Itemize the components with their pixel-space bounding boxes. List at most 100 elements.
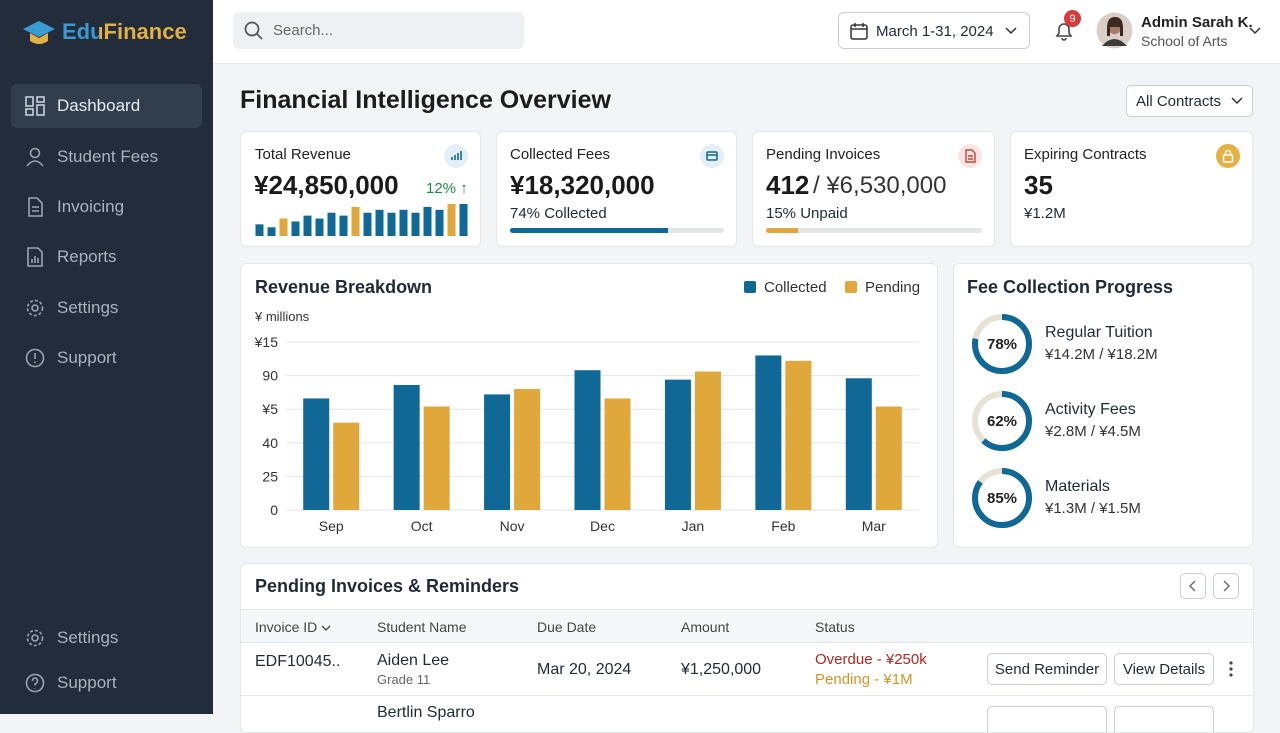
kpi-icon	[700, 144, 724, 168]
bar	[333, 422, 360, 510]
nav-item[interactable]: Reports	[11, 235, 202, 279]
kpi-icon	[444, 144, 468, 168]
nav-label: Dashboard	[57, 96, 141, 115]
cell: Mar 20, 2024	[537, 661, 632, 678]
prev-page[interactable]	[1180, 573, 1206, 599]
row-divider	[241, 695, 1253, 696]
chart-title: Revenue Breakdown	[255, 277, 432, 297]
y-tick-label: 40	[262, 435, 278, 451]
cell: Aiden Lee	[377, 652, 450, 669]
x-tick-label: Oct	[411, 518, 433, 534]
bar	[755, 355, 782, 510]
y-tick-label: 90	[262, 368, 278, 384]
send-reminder-button[interactable]	[987, 706, 1107, 732]
nav-label: Reports	[57, 247, 117, 266]
fee-card: Fee Collection Progress 78% Regular Tuiti…	[953, 263, 1253, 548]
sort-icon[interactable]	[321, 625, 331, 631]
view-details-button[interactable]: View Details	[1114, 653, 1214, 685]
chevron	[1249, 27, 1261, 35]
kpi-card: Expiring Contracts 35 ¥1.2M	[1010, 131, 1253, 247]
spark-bar	[303, 215, 312, 236]
donut-arc	[972, 391, 1032, 451]
kpi-icon	[958, 144, 982, 168]
spark-bar	[267, 227, 276, 236]
bar	[664, 379, 691, 510]
kpi-value: ¥24,850,000	[254, 170, 399, 200]
view-details-button[interactable]	[1114, 706, 1214, 732]
spark-bar	[291, 221, 300, 236]
kpi-note: ¥1.2M	[1024, 205, 1066, 222]
avatar[interactable]	[1096, 12, 1133, 49]
chevron	[1231, 97, 1243, 105]
chevron	[1005, 27, 1017, 35]
bar	[484, 394, 511, 510]
donut-label: 85%	[987, 490, 1017, 507]
legend-label: Collected	[764, 279, 827, 296]
kpi-card: Total Revenue ¥24,850,000 12% ↑	[240, 131, 481, 247]
x-tick-label: Jan	[682, 518, 705, 534]
top-bar: Search... March 1-31, 2024 9 Admin Sarah…	[213, 0, 1280, 64]
chevron	[1189, 580, 1196, 592]
spark-bar	[339, 215, 348, 236]
spark-bar	[375, 209, 384, 236]
nav-item[interactable]: Invoicing	[11, 185, 202, 229]
cell: EDF10045..	[255, 653, 341, 670]
date-picker[interactable]: March 1-31, 2024	[838, 12, 1030, 49]
nav-item[interactable]: Student Fees	[11, 135, 202, 179]
column-header: Student Name	[377, 619, 467, 635]
column-header: Status	[815, 619, 855, 635]
fee-amount: ¥1.3M / ¥1.5M	[1045, 500, 1141, 517]
nav-label: Student Fees	[57, 147, 159, 166]
card-title: Pending Invoices & Reminders	[255, 576, 520, 596]
send-reminder-button[interactable]: Send Reminder	[987, 653, 1107, 685]
fee-amount: ¥2.8M / ¥4.5M	[1045, 423, 1141, 440]
y-tick-label: 0	[270, 502, 278, 518]
chevron	[1223, 580, 1230, 592]
filter-label: All Contracts	[1135, 92, 1222, 110]
contract-filter[interactable]: All Contracts	[1126, 85, 1253, 117]
kpi-icon	[1216, 144, 1240, 168]
nav-item[interactable]: Support	[11, 336, 202, 380]
spark-bar	[435, 209, 444, 236]
spark-bar	[255, 224, 264, 236]
cell-sub: Grade 11	[377, 672, 431, 687]
progress-fill	[766, 228, 799, 233]
spark-bar	[363, 212, 372, 236]
bar	[845, 378, 872, 510]
spark-bar	[459, 204, 468, 236]
donut: 85%	[972, 468, 1032, 528]
user-name: Admin Sarah K.	[1141, 14, 1253, 31]
x-tick-label: Sep	[319, 518, 344, 534]
bell-icon[interactable]	[1053, 20, 1075, 42]
date-range: March 1-31, 2024	[876, 23, 994, 40]
spark-bar	[315, 218, 324, 236]
bar	[875, 406, 902, 510]
fee-name: Materials	[1045, 478, 1110, 495]
nav-item[interactable]: Settings	[11, 286, 202, 330]
icon	[28, 197, 43, 217]
cell: Bertlin Sparro	[377, 704, 475, 721]
spark-bar	[327, 212, 336, 236]
card-title: Fee Collection Progress	[967, 277, 1174, 297]
nav-label: Settings	[57, 628, 119, 647]
nav-item[interactable]: Dashboard	[11, 84, 202, 128]
column-header: Invoice ID	[255, 619, 318, 635]
icon	[26, 147, 44, 167]
progress-track	[766, 228, 982, 233]
next-page[interactable]	[1213, 573, 1239, 599]
chart-card: Revenue Breakdown ¥ millions Collected Pend…	[240, 263, 938, 548]
sparkline	[255, 204, 468, 236]
kpi-note: 74% Collected	[510, 205, 607, 222]
kpi-value: 35	[1024, 170, 1053, 200]
search-box[interactable]: Search...	[233, 12, 524, 49]
nav-item[interactable]: Support	[11, 661, 202, 705]
sidebar: EduFinance Dashboard Student Fees Invoic…	[0, 0, 213, 714]
kpi-value-extra: / ¥6,530,000	[813, 172, 947, 199]
nav-item[interactable]: Settings	[11, 616, 202, 660]
spark-bar	[351, 206, 360, 236]
fee-name: Regular Tuition	[1045, 324, 1153, 341]
more-menu[interactable]	[1228, 660, 1234, 678]
y-tick-label: 25	[262, 468, 278, 484]
